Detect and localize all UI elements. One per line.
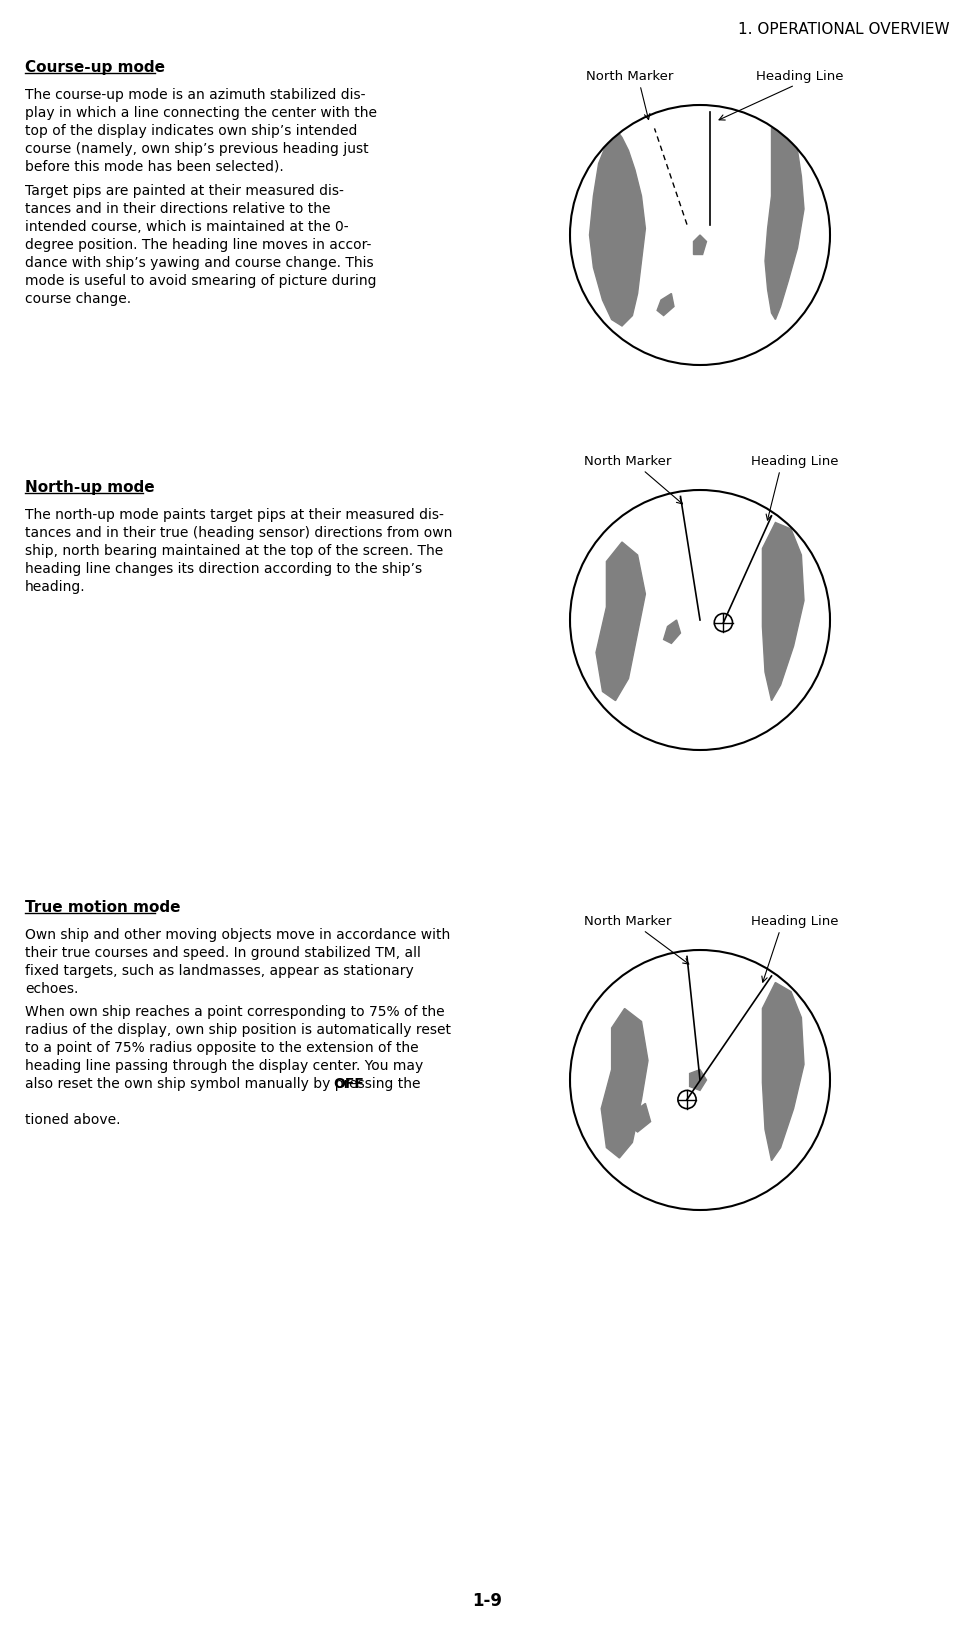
Polygon shape <box>663 620 681 644</box>
Text: heading line passing through the display center. You may: heading line passing through the display… <box>25 1059 424 1074</box>
Text: dance with ship’s yawing and course change. This: dance with ship’s yawing and course chan… <box>25 256 374 270</box>
Text: Course-up mode: Course-up mode <box>25 61 165 75</box>
Text: their true courses and speed. In ground stabilized TM, all: their true courses and speed. In ground … <box>25 946 421 960</box>
Text: Heading Line: Heading Line <box>751 456 839 469</box>
Polygon shape <box>596 543 646 700</box>
Polygon shape <box>765 121 804 320</box>
Polygon shape <box>693 234 706 254</box>
Polygon shape <box>763 523 804 700</box>
Text: degree position. The heading line moves in accor-: degree position. The heading line moves … <box>25 238 371 252</box>
Text: Heading Line: Heading Line <box>756 70 843 84</box>
Text: heading.: heading. <box>25 580 86 593</box>
Text: mode is useful to avoid smearing of picture during: mode is useful to avoid smearing of pict… <box>25 274 377 288</box>
Polygon shape <box>763 982 804 1160</box>
Text: North Marker: North Marker <box>586 70 674 84</box>
Text: to a point of 75% radius opposite to the extension of the: to a point of 75% radius opposite to the… <box>25 1041 419 1056</box>
Text: echoes.: echoes. <box>25 982 78 997</box>
Polygon shape <box>628 1103 651 1133</box>
Text: tioned above.: tioned above. <box>25 1113 121 1128</box>
Polygon shape <box>601 1008 648 1159</box>
Text: ship, north bearing maintained at the top of the screen. The: ship, north bearing maintained at the to… <box>25 544 443 557</box>
Text: top of the display indicates own ship’s intended: top of the display indicates own ship’s … <box>25 125 357 138</box>
Text: North Marker: North Marker <box>584 915 672 928</box>
Text: Target pips are painted at their measured dis-: Target pips are painted at their measure… <box>25 184 344 198</box>
Text: play in which a line connecting the center with the: play in which a line connecting the cent… <box>25 107 377 120</box>
Text: intended course, which is maintained at the 0-: intended course, which is maintained at … <box>25 220 349 234</box>
Polygon shape <box>657 293 674 316</box>
Text: course (namely, own ship’s previous heading just: course (namely, own ship’s previous head… <box>25 143 368 156</box>
Text: before this mode has been selected).: before this mode has been selected). <box>25 161 283 174</box>
Polygon shape <box>690 1070 706 1090</box>
Text: course change.: course change. <box>25 292 131 306</box>
Text: Own ship and other moving objects move in accordance with: Own ship and other moving objects move i… <box>25 928 450 942</box>
Text: North-up mode: North-up mode <box>25 480 155 495</box>
Text: radius of the display, own ship position is automatically reset: radius of the display, own ship position… <box>25 1023 451 1037</box>
Text: fixed targets, such as landmasses, appear as stationary: fixed targets, such as landmasses, appea… <box>25 964 414 978</box>
Text: also reset the own ship symbol manually by pressing the: also reset the own ship symbol manually … <box>25 1077 425 1092</box>
Text: Heading Line: Heading Line <box>751 915 839 928</box>
Polygon shape <box>589 128 646 326</box>
Text: True motion mode: True motion mode <box>25 900 180 915</box>
Text: heading line changes its direction according to the ship’s: heading line changes its direction accor… <box>25 562 422 575</box>
Text: tances and in their directions relative to the: tances and in their directions relative … <box>25 202 330 216</box>
Text: North Marker: North Marker <box>584 456 672 469</box>
Text: tances and in their true (heading sensor) directions from own: tances and in their true (heading sensor… <box>25 526 452 539</box>
Text: 1. OPERATIONAL OVERVIEW: 1. OPERATIONAL OVERVIEW <box>738 21 950 38</box>
Text: 1-9: 1-9 <box>472 1591 502 1609</box>
Text: The north-up mode paints target pips at their measured dis-: The north-up mode paints target pips at … <box>25 508 444 521</box>
Text: OFF: OFF <box>333 1077 364 1092</box>
Text: When own ship reaches a point corresponding to 75% of the: When own ship reaches a point correspond… <box>25 1005 444 1019</box>
Text: The course-up mode is an azimuth stabilized dis-: The course-up mode is an azimuth stabili… <box>25 89 365 102</box>
